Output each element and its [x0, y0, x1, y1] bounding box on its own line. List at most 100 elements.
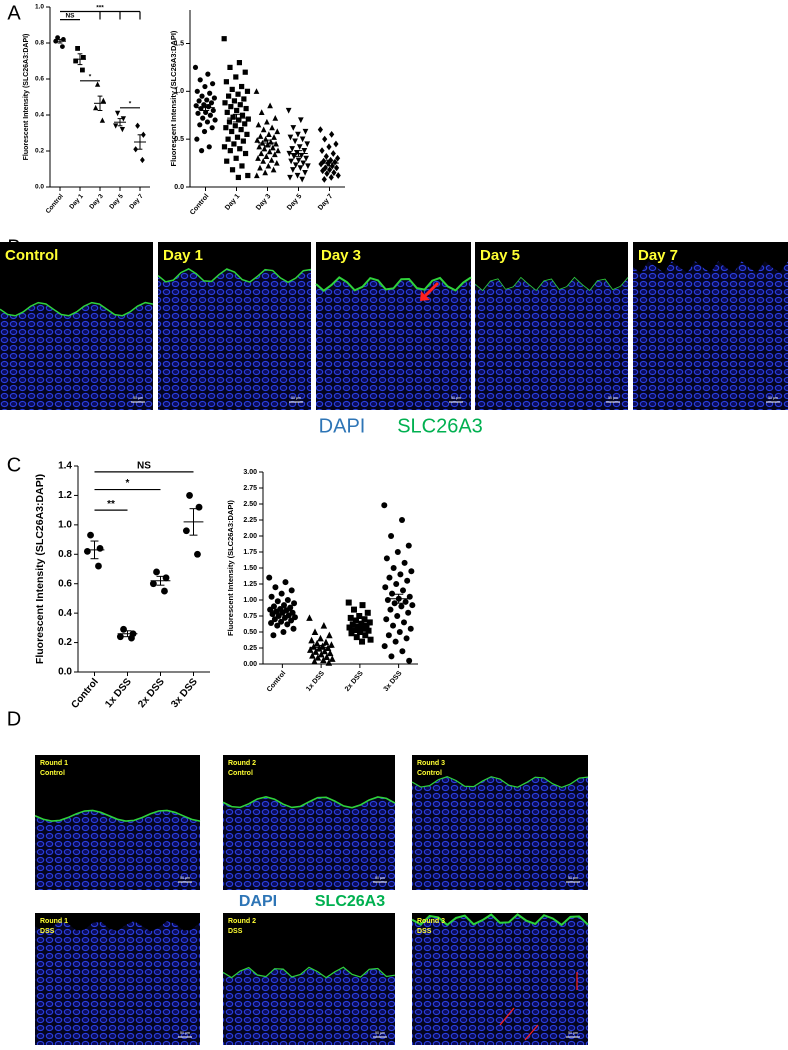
point [290, 125, 297, 131]
y-tick-label: 1.50 [243, 565, 257, 572]
point [267, 102, 273, 109]
point [305, 163, 311, 170]
y-axis-label: Fluorescent Intensity (SLC26A3:DAPI) [34, 474, 46, 664]
point [253, 88, 260, 94]
point [257, 164, 263, 171]
x-tick-label: Day 1 [224, 193, 241, 212]
point [268, 620, 275, 627]
sig-label: * [129, 101, 132, 108]
point [323, 653, 331, 660]
y-tick-label: 0.6 [35, 76, 44, 83]
image-round: Round 3 [417, 760, 445, 767]
y-tick-label: 0.5 [174, 136, 184, 143]
point [96, 545, 104, 552]
point [388, 533, 395, 539]
point [299, 136, 306, 143]
point [120, 625, 127, 633]
tissue [412, 776, 588, 890]
point [116, 633, 124, 641]
point [381, 643, 388, 650]
x-tick-label: 2x DSS [136, 676, 167, 710]
y-tick-label: 1.5 [174, 40, 184, 47]
point [351, 627, 358, 634]
y-axis-label: Fluorescent Intensity (SLC26A3:DAPI) [169, 30, 178, 166]
point [388, 653, 395, 660]
scale-bar-label: 50 µm [451, 396, 461, 400]
point [285, 107, 292, 114]
point [236, 60, 243, 66]
point [240, 138, 246, 144]
point [153, 568, 160, 576]
point [245, 172, 251, 179]
image-round: Round 3 [417, 918, 445, 925]
point [359, 602, 366, 609]
point [381, 502, 388, 509]
point [162, 574, 170, 582]
point [272, 114, 279, 121]
sig-label: * [89, 74, 92, 81]
point [80, 67, 85, 73]
point [83, 547, 91, 555]
point [55, 35, 60, 40]
point [322, 135, 328, 143]
scale-bar-label: 50 µm [375, 876, 385, 880]
point [284, 597, 291, 603]
slc26a3-signal [0, 301, 154, 317]
point [297, 117, 304, 124]
point [306, 614, 313, 621]
panel-label: D [7, 708, 21, 730]
point [329, 130, 335, 138]
point [321, 647, 328, 655]
y-tick-label: 0.8 [35, 40, 44, 47]
x-tick-label: Control [70, 676, 101, 710]
point [268, 157, 275, 163]
point [201, 128, 208, 135]
tissue [475, 277, 628, 410]
point [292, 162, 299, 169]
slc26a3-signal [157, 268, 312, 284]
y-tick-label: 1.0 [174, 88, 184, 95]
point [75, 46, 80, 51]
point [389, 590, 396, 597]
y-tick-label: 0.0 [35, 184, 44, 191]
y-tick-label: 0.25 [243, 645, 257, 652]
point [311, 657, 318, 665]
tissue [223, 967, 395, 1045]
point [385, 632, 392, 639]
image-round: Round 1 [40, 760, 68, 767]
point [210, 107, 216, 114]
point [207, 112, 213, 118]
point [289, 146, 296, 152]
point [288, 617, 295, 624]
point [302, 170, 308, 176]
point [292, 138, 298, 145]
point [320, 622, 328, 629]
image-round: Round 2 [228, 918, 256, 925]
point [282, 579, 289, 586]
y-axis-label: Fluorescent Intensity (SLC26A3:DAPI) [226, 500, 235, 636]
point [325, 659, 333, 666]
point [135, 122, 140, 129]
point [299, 176, 306, 183]
point [345, 599, 352, 606]
y-tick-label: 2.50 [243, 501, 257, 508]
point [333, 140, 339, 148]
point [243, 105, 249, 112]
point [256, 143, 263, 150]
point [194, 136, 200, 142]
point [273, 159, 280, 166]
x-tick-label: 2x DSS [344, 670, 365, 693]
point [234, 134, 241, 140]
scale-bar-label: 50 µm [568, 1031, 578, 1035]
x-tick-label: Day 1 [68, 193, 85, 211]
point [383, 555, 390, 562]
tissue [223, 796, 395, 890]
slc26a3-signal [222, 796, 396, 809]
point [100, 97, 106, 103]
scale-bar-label: 50 µm [568, 876, 578, 880]
point [182, 527, 190, 535]
slc26a3-signal [411, 775, 589, 789]
point [238, 126, 244, 133]
point [361, 616, 368, 623]
point [270, 632, 277, 639]
